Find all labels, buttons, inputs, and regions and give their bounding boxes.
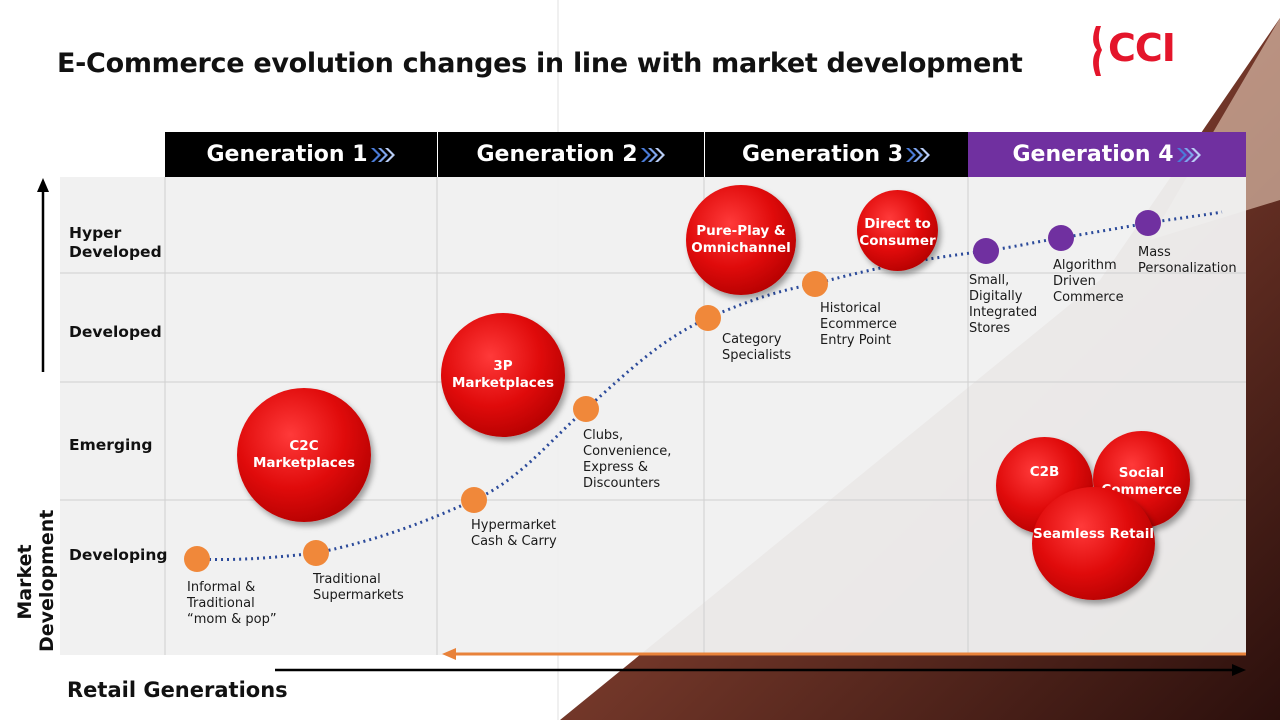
dot-label-traditional-supermarkets: Traditional Supermarkets [313, 572, 404, 603]
row-label-developed: Developed [69, 323, 162, 341]
stage-dot [184, 546, 210, 572]
stage-dot [802, 271, 828, 297]
row-label-emerging: Emerging [69, 436, 153, 454]
stage-dot [695, 305, 721, 331]
bubble-seamless-retail: Seamless Retail [1032, 487, 1155, 600]
x-axis-arrowhead [1232, 664, 1246, 676]
generation-3-label: Generation 3 [741, 142, 904, 167]
stage-dot [303, 540, 329, 566]
generation-4-header: Generation 4 [968, 132, 1246, 177]
bubble-direct-to-consumer: Direct to Consumer [857, 190, 938, 271]
x-axis-label: Retail Generations [67, 678, 288, 702]
bubble-label: Direct to Consumer [859, 216, 936, 249]
stage-dot [1048, 225, 1074, 251]
generation-1-header: Generation 1 [165, 132, 437, 177]
bubble-label: Pure-Play & Omnichannel [691, 223, 791, 256]
bubble-c2c-marketplaces: C2C Marketplaces [237, 388, 371, 522]
dot-label-small-digital-stores: Small, Digitally Integrated Stores [969, 273, 1038, 336]
bubble-label: Seamless Retail [1033, 526, 1154, 542]
stage-dot [1135, 210, 1161, 236]
chevrons-icon [906, 147, 931, 162]
generation-4-label: Generation 4 [1012, 142, 1174, 167]
bubble-label: C2C Marketplaces [252, 438, 356, 471]
page-title: E-Commerce evolution changes in line wit… [57, 48, 1023, 79]
dot-label-algorithm-driven: Algorithm Driven Commerce [1053, 258, 1124, 305]
dot-label-informal: Informal & Traditional “mom & pop” [187, 580, 277, 627]
generation-1-label: Generation 1 [206, 142, 368, 167]
y-axis-label: Market Development [14, 509, 58, 652]
row-label-hyper-developed: Hyper Developed [69, 224, 162, 261]
generation-2-label: Generation 2 [476, 142, 638, 167]
y-axis-arrowhead [37, 178, 49, 192]
bubble-label: C2B [1029, 464, 1060, 480]
row-label-developing: Developing [69, 546, 168, 564]
chevrons-icon [1176, 147, 1201, 162]
generation-3-header: Generation 3 [705, 132, 968, 177]
bubble-label: 3P Marketplaces [451, 358, 555, 391]
stage-dot [573, 396, 599, 422]
chevrons-icon [640, 147, 665, 162]
dot-label-historical-ecommerce: Historical Ecommerce Entry Point [820, 301, 897, 348]
dot-label-clubs: Clubs, Convenience, Express & Discounter… [583, 428, 672, 491]
stage-dot [973, 238, 999, 264]
dot-label-category-specialists: Category Specialists [722, 332, 792, 363]
dot-label-mass-personalization: Mass Personalization [1138, 245, 1237, 276]
bubble-3p-marketplaces: 3P Marketplaces [441, 313, 565, 437]
evolution-curve [196, 210, 1223, 562]
stage-dot [461, 487, 487, 513]
logo-text: CCI [1108, 26, 1176, 70]
bubble-pure-play-omnichannel: Pure-Play & Omnichannel [686, 185, 796, 295]
generation-2-header: Generation 2 [438, 132, 704, 177]
chevrons-icon [370, 147, 395, 162]
dot-label-hypermarket: Hypermarket Cash & Carry [471, 518, 557, 549]
orange-arrowhead [442, 648, 456, 660]
